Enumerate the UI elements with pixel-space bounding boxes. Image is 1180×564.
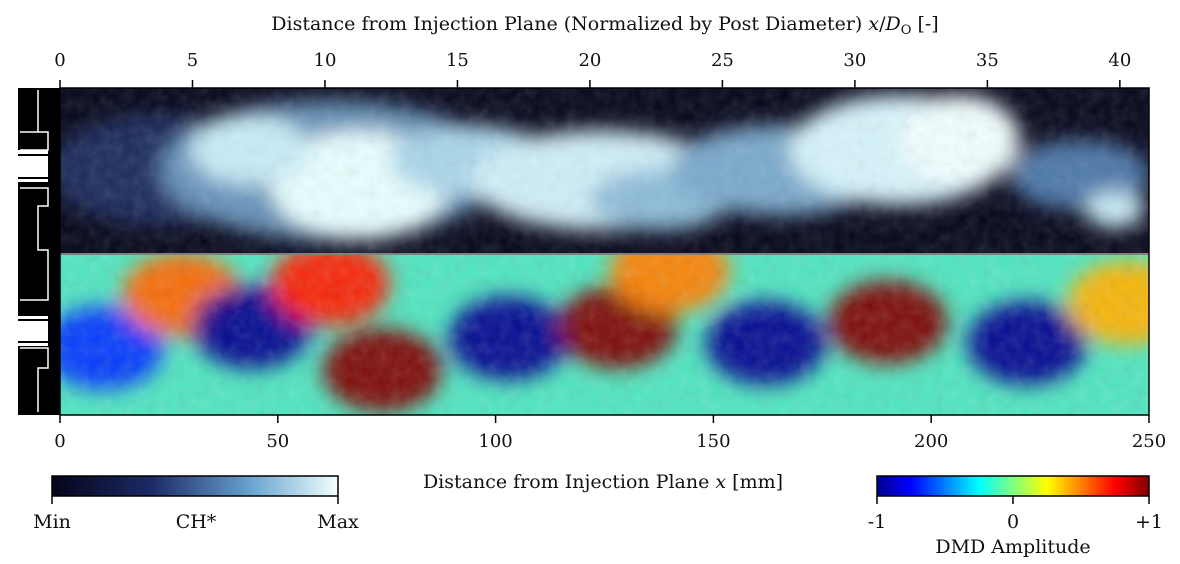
dmd-tick-zero: 0 (1007, 511, 1019, 533)
top-tick-label: 20 (578, 50, 601, 71)
top-axis-label: Distance from Injection Plane (Normalize… (271, 13, 938, 38)
ch-star-image (60, 88, 1149, 253)
top-tick-label: 25 (711, 50, 734, 71)
top-tick-label: 35 (976, 50, 999, 71)
plot-frame (59, 87, 1150, 416)
dmd-tick-max: +1 (1135, 511, 1163, 533)
bottom-axis-ticks: 0 50 100 150 200 250 (54, 415, 1166, 452)
colorbar-min-label: Min (33, 511, 71, 533)
top-tick-label: 5 (187, 50, 198, 71)
bottom-tick-label: 150 (696, 431, 730, 452)
bottom-tick-label: 0 (54, 431, 65, 452)
top-tick-label: 40 (1108, 50, 1131, 71)
top-tick-label: 0 (54, 50, 65, 71)
colorbar-ch-label: CH* (176, 511, 217, 533)
injector-silhouette (18, 88, 60, 415)
colorbar-max-label: Max (317, 511, 359, 533)
top-tick-label: 10 (314, 50, 337, 71)
bottom-axis-label: Distance from Injection Plane x [mm] (423, 471, 783, 493)
top-axis-ticks: 0 5 10 15 20 25 30 35 40 (54, 50, 1131, 88)
dmd-tick-min: -1 (868, 511, 887, 533)
bottom-tick-label: 100 (478, 431, 512, 452)
bottom-tick-label: 50 (266, 431, 289, 452)
dmd-colorbar: -1 0 +1 DMD Amplitude (868, 475, 1163, 558)
bottom-tick-label: 200 (914, 431, 948, 452)
dmd-colorbar-label: DMD Amplitude (935, 536, 1090, 558)
top-tick-label: 30 (843, 50, 866, 71)
bottom-tick-label: 250 (1132, 431, 1166, 452)
ch-star-colorbar: Min CH* Max (33, 475, 359, 533)
top-tick-label: 15 (446, 50, 469, 71)
dmd-amplitude-image (60, 255, 1149, 415)
